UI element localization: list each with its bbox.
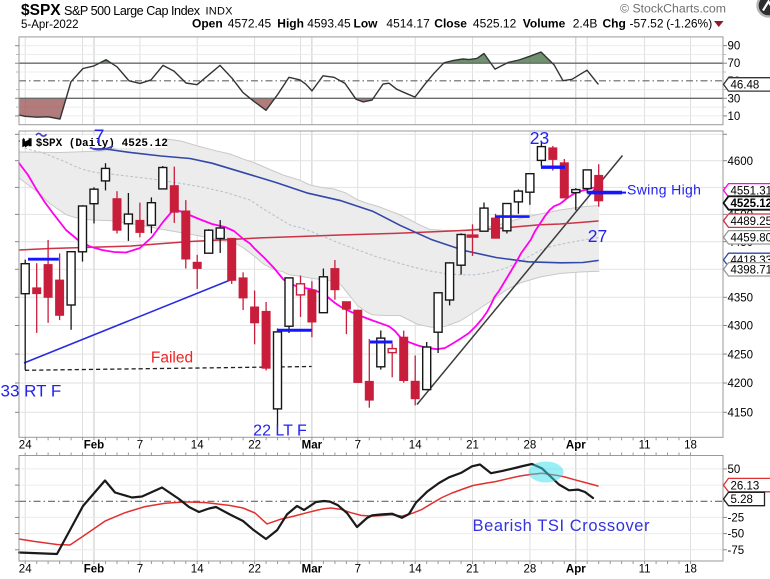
svg-text:18: 18 [684,564,697,576]
svg-text:14: 14 [191,440,204,452]
svg-text:Feb: Feb [84,440,104,452]
svg-text:4525.12: 4525.12 [731,198,770,210]
svg-text:Feb: Feb [84,564,104,576]
svg-text:S&P 500 Large Cap Index: S&P 500 Large Cap Index [64,4,201,18]
svg-text:4593.45: 4593.45 [307,17,351,31]
svg-text:22: 22 [248,564,261,576]
svg-text:7: 7 [137,440,143,452]
svg-text:4514.17: 4514.17 [386,17,430,31]
svg-text:Failed: Failed [151,350,193,367]
svg-text:Bearish TSI Crossover: Bearish TSI Crossover [473,517,651,535]
svg-text:28: 28 [524,564,537,576]
svg-text:Swing High: Swing High [627,182,701,198]
svg-text:-75: -75 [728,545,745,557]
svg-text:-57.52: -57.52 [630,17,664,31]
svg-text:7: 7 [355,564,361,576]
svg-text:4459.80: 4459.80 [731,233,770,245]
svg-text:46.48: 46.48 [731,80,760,92]
svg-text:-25: -25 [728,512,745,524]
svg-text:Mar: Mar [302,564,323,576]
svg-text:70: 70 [728,58,741,70]
svg-text:11: 11 [639,440,651,452]
svg-text:14: 14 [191,564,204,576]
svg-text:50: 50 [728,464,741,476]
svg-text:Chg: Chg [603,17,626,31]
svg-text:26.13: 26.13 [731,480,760,492]
svg-text:4398.71: 4398.71 [731,265,770,277]
svg-text:2.4B: 2.4B [573,17,598,31]
svg-text:$SPX: $SPX [21,2,61,19]
svg-text:-50: -50 [728,529,745,541]
svg-text:4250: 4250 [728,349,754,361]
svg-text:4525.12: 4525.12 [473,17,517,31]
svg-text:INDX: INDX [206,6,234,18]
svg-text:11: 11 [639,564,651,576]
svg-text:22 LT F: 22 LT F [253,423,307,440]
svg-text:14: 14 [409,440,422,452]
svg-text:4489.25: 4489.25 [731,216,770,228]
svg-text:23: 23 [530,128,549,148]
svg-text:(-1.26%): (-1.26%) [666,17,712,31]
svg-text:4551.31: 4551.31 [731,186,770,198]
svg-text:21: 21 [466,440,479,452]
svg-text:90: 90 [728,41,741,53]
svg-text:Low: Low [354,17,379,31]
svg-text:10: 10 [728,111,741,123]
svg-text:4600: 4600 [728,156,754,168]
svg-text:Close: Close [434,17,467,31]
svg-text:14: 14 [409,564,422,576]
svg-text:24: 24 [19,564,32,576]
svg-text:30: 30 [728,93,741,105]
svg-text:Apr: Apr [566,440,586,452]
svg-text:27: 27 [588,226,607,246]
svg-text:High: High [277,17,304,31]
svg-text:7: 7 [137,564,143,576]
svg-text:Volume: Volume [523,17,566,31]
svg-text:4300: 4300 [728,321,754,333]
svg-text:Mar: Mar [302,440,323,452]
svg-text:4150: 4150 [728,408,754,420]
svg-text:21: 21 [466,564,479,576]
svg-text:24: 24 [19,440,32,452]
svg-text:4572.45: 4572.45 [228,17,272,31]
svg-text:7: 7 [355,440,361,452]
svg-text:Apr: Apr [566,564,586,576]
svg-text:28: 28 [524,440,537,452]
svg-text:5-Apr-2022: 5-Apr-2022 [21,19,79,31]
svg-text:5.28: 5.28 [731,494,753,506]
svg-text:18: 18 [684,440,697,452]
svg-text:22: 22 [248,440,261,452]
svg-text:33 RT F: 33 RT F [1,382,62,401]
svg-text:4350: 4350 [728,293,754,305]
svg-text:4200: 4200 [728,378,754,390]
svg-text:7: 7 [94,126,105,148]
svg-text:$SPX (Daily) 4525.12: $SPX (Daily) 4525.12 [36,138,168,150]
svg-text:© StockCharts.com: © StockCharts.com [620,2,726,16]
svg-text:Open: Open [192,17,223,31]
